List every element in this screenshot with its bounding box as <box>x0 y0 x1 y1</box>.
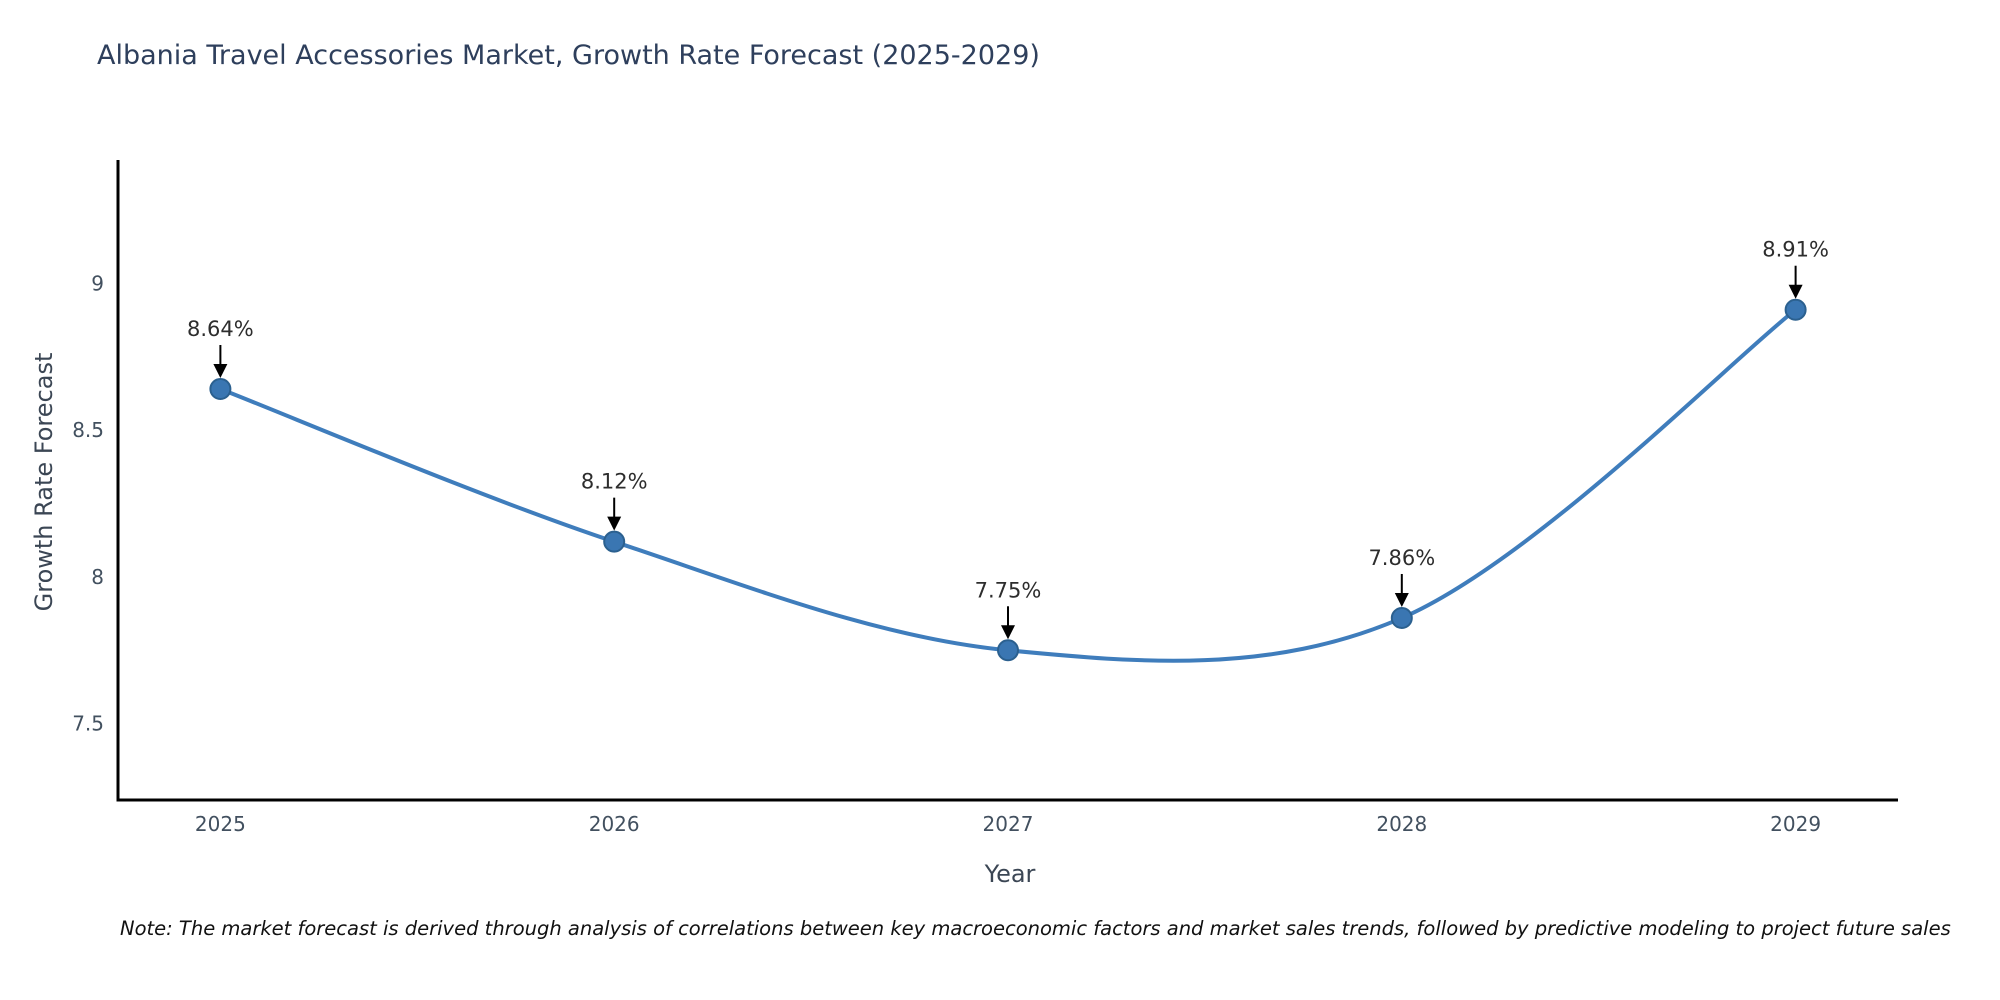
annotation-arrowhead <box>213 363 228 378</box>
x-axis-title: Year <box>984 860 1036 888</box>
y-tick-label: 8.5 <box>72 418 104 442</box>
y-tick-label: 7.5 <box>72 712 104 736</box>
data-point-2028[interactable] <box>1390 606 1413 629</box>
annotation-arrowhead <box>607 516 622 531</box>
annotation-arrowhead <box>1001 625 1015 640</box>
data-point-2025[interactable] <box>209 377 232 400</box>
annotation-arrowhead <box>1788 284 1803 299</box>
x-tick-label: 2028 <box>1376 812 1427 836</box>
point-annotation: 8.12% <box>581 470 648 494</box>
chart-title: Albania Travel Accessories Market, Growt… <box>97 40 1040 71</box>
point-annotation: 8.64% <box>187 317 254 341</box>
point-annotation: 7.86% <box>1368 546 1435 570</box>
y-tick-label: 9 <box>91 271 104 295</box>
chart-footnote: Note: The market forecast is derived thr… <box>120 917 1951 940</box>
annotation-arrowhead <box>1394 592 1409 607</box>
y-tick-label: 8 <box>91 565 104 589</box>
point-annotation: 7.75% <box>975 578 1042 602</box>
data-point-2029[interactable] <box>1784 298 1807 321</box>
x-tick-label: 2029 <box>1770 812 1821 836</box>
data-point-2026[interactable] <box>603 530 626 553</box>
x-tick-label: 2027 <box>983 812 1034 836</box>
data-point-2027[interactable] <box>997 639 1019 662</box>
x-tick-label: 2025 <box>195 812 246 836</box>
point-annotation: 8.91% <box>1762 238 1829 262</box>
x-tick-label: 2026 <box>589 812 640 836</box>
